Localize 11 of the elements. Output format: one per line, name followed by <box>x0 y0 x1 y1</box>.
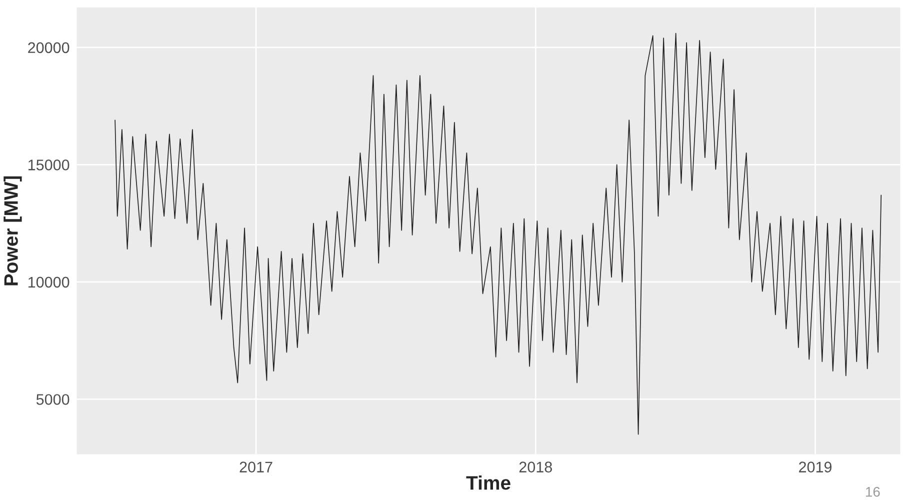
y-tick-label: 5000 <box>36 394 70 405</box>
y-axis-title: Power [MW] <box>4 176 22 286</box>
line-series <box>114 32 882 435</box>
x-tick-label: 2018 <box>519 462 552 472</box>
y-tick-label: 15000 <box>28 160 70 170</box>
x-tick-label: 2019 <box>799 462 832 472</box>
text: 16 <box>866 486 880 497</box>
y-tick-label: 20000 <box>28 42 70 54</box>
y-tick-label: 10000 <box>28 276 70 288</box>
x-axis-title: Time <box>466 475 510 490</box>
x-tick-label: 2017 <box>240 462 272 472</box>
